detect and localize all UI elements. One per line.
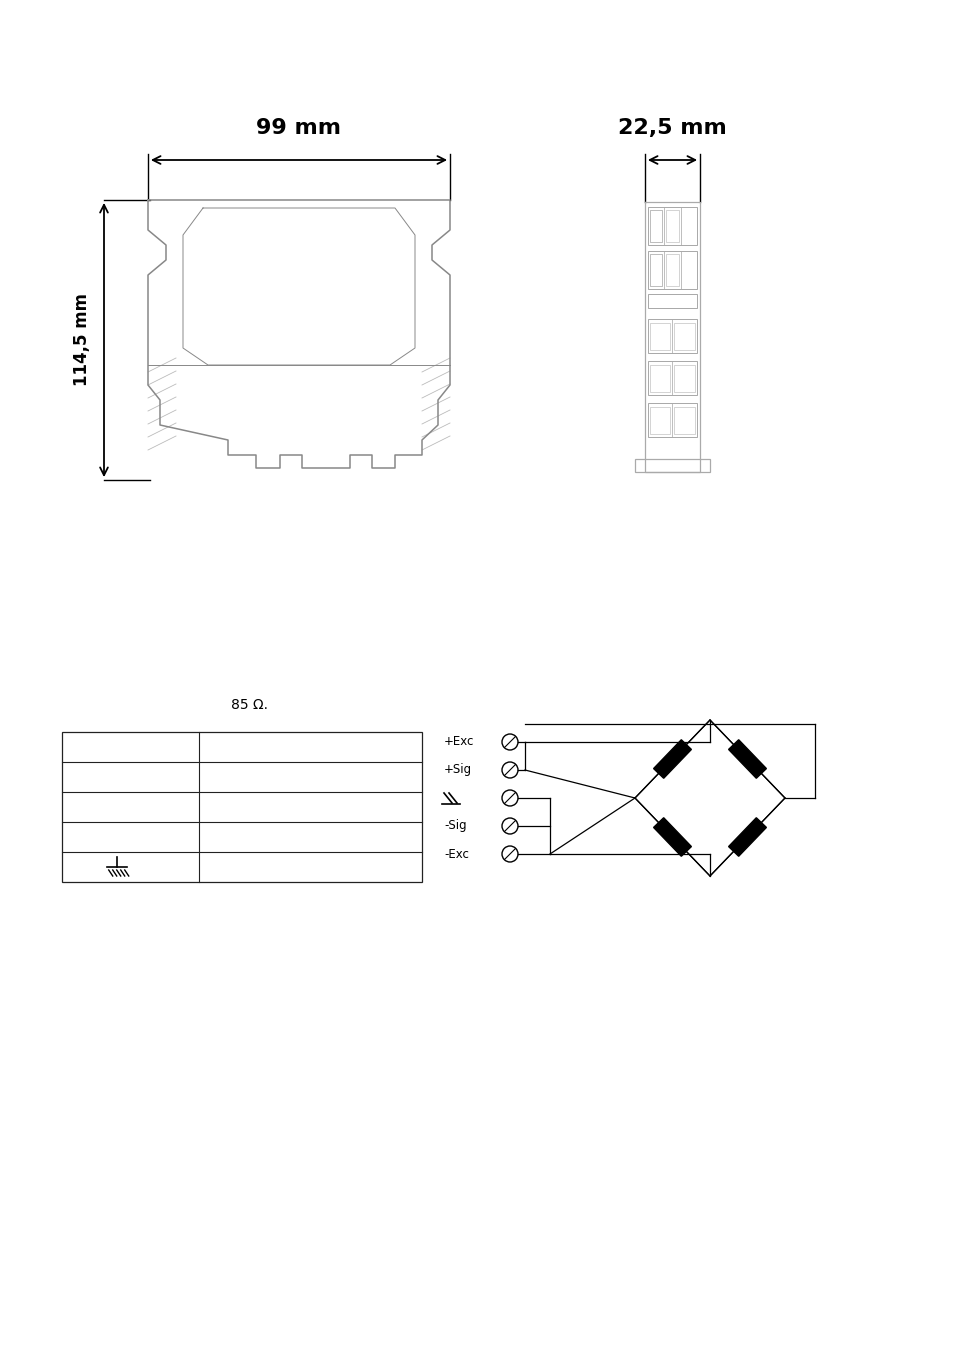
- Text: 114,5 mm: 114,5 mm: [73, 293, 91, 386]
- Bar: [647, 404, 697, 437]
- Bar: [649, 211, 661, 242]
- Text: 99 mm: 99 mm: [256, 117, 341, 138]
- Bar: [647, 207, 697, 244]
- Polygon shape: [653, 818, 691, 856]
- Bar: [649, 323, 670, 350]
- Text: +Exc: +Exc: [443, 736, 474, 748]
- Bar: [635, 459, 709, 472]
- Bar: [649, 254, 661, 286]
- Bar: [647, 360, 697, 396]
- Bar: [649, 211, 661, 242]
- Text: +Sig: +Sig: [443, 764, 472, 776]
- Text: 22,5 mm: 22,5 mm: [618, 117, 726, 138]
- Polygon shape: [728, 740, 765, 778]
- Bar: [665, 254, 678, 286]
- Text: 85 Ω.: 85 Ω.: [232, 698, 268, 711]
- Bar: [62, 732, 421, 882]
- Text: -Sig: -Sig: [443, 819, 466, 833]
- Bar: [649, 254, 661, 286]
- Bar: [674, 406, 695, 433]
- Bar: [647, 319, 697, 352]
- Bar: [647, 251, 697, 289]
- Polygon shape: [653, 740, 691, 778]
- Bar: [649, 364, 670, 391]
- Text: -Exc: -Exc: [443, 848, 468, 860]
- Bar: [674, 323, 695, 350]
- Bar: [665, 211, 678, 242]
- Bar: [649, 406, 670, 433]
- Bar: [647, 294, 697, 308]
- Polygon shape: [728, 818, 765, 856]
- Bar: [674, 364, 695, 391]
